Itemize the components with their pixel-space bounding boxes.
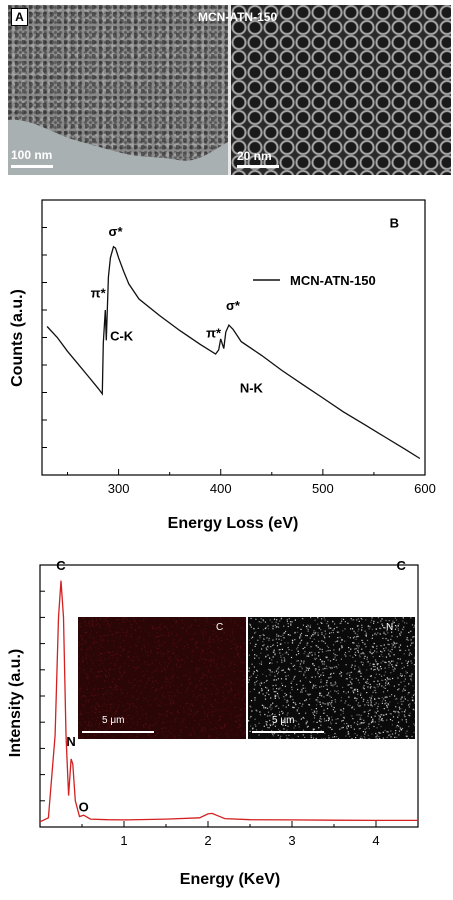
tem-panel-a: A MCN-ATN-150 100 nm 20 nm <box>8 5 451 175</box>
eels-y-axis-label: Counts (a.u.) <box>9 289 26 387</box>
panel-a-tag: A <box>11 8 28 26</box>
map-n-label: N <box>386 622 393 633</box>
map-c-label: C <box>216 622 223 633</box>
map-c-scale-bar <box>82 731 154 733</box>
annotation-label: σ* <box>226 298 241 313</box>
scale-label-right: 20 nm <box>237 149 272 163</box>
x-tick-label: 3 <box>288 833 295 848</box>
sample-title: MCN-ATN-150 <box>198 10 277 24</box>
eels-annotations: σ* π* C-K π* σ* N-K B <box>91 216 399 396</box>
eds-y-ticks <box>40 591 45 801</box>
eds-map-carbon: C 5 μm <box>78 617 246 739</box>
x-tick-label: 400 <box>210 481 232 496</box>
annotation-label: C <box>56 558 66 573</box>
eels-plot-frame <box>42 200 425 475</box>
annotation-label: C <box>397 558 407 573</box>
annotation-label: π* <box>91 286 107 301</box>
eels-x-ticks: 300 400 500 600 <box>68 469 436 496</box>
eds-x-axis-label: Energy (KeV) <box>180 871 280 888</box>
annotation-label: π* <box>206 326 222 341</box>
annotation-label: σ* <box>109 224 124 239</box>
annotation-label: B <box>390 216 399 231</box>
legend-label: MCN-ATN-150 <box>290 273 376 288</box>
eels-x-axis-label: Energy Loss (eV) <box>168 515 299 532</box>
scale-bar-left <box>11 165 53 168</box>
x-tick-label: 300 <box>108 481 130 496</box>
annotation-label: N-K <box>240 381 264 396</box>
eels-y-ticks <box>42 228 47 448</box>
scale-label-left: 100 nm <box>11 148 52 162</box>
map-c-scale-text: 5 μm <box>102 715 124 726</box>
eds-map-nitrogen: N 5 μm <box>248 617 415 739</box>
eels-chart: 300 400 500 600 σ* π* C-K π* σ* N-K B MCN-ATN-150… <box>0 190 453 535</box>
map-n-scale-text: 5 μm <box>272 715 294 726</box>
annotation-label: O <box>79 799 89 814</box>
annotation-label: N <box>66 734 75 749</box>
eds-y-axis-label: Intensity (a.u.) <box>7 649 24 757</box>
scale-bar-right <box>237 165 279 168</box>
eds-x-ticks: 1 2 3 4 <box>40 821 418 848</box>
x-tick-label: 600 <box>414 481 436 496</box>
x-tick-label: 1 <box>120 833 127 848</box>
x-tick-label: 4 <box>372 833 379 848</box>
vacuum-region <box>8 100 228 175</box>
x-tick-label: 500 <box>312 481 334 496</box>
x-tick-label: 2 <box>204 833 211 848</box>
map-n-scale-bar <box>252 731 324 733</box>
annotation-label: C-K <box>110 328 134 343</box>
